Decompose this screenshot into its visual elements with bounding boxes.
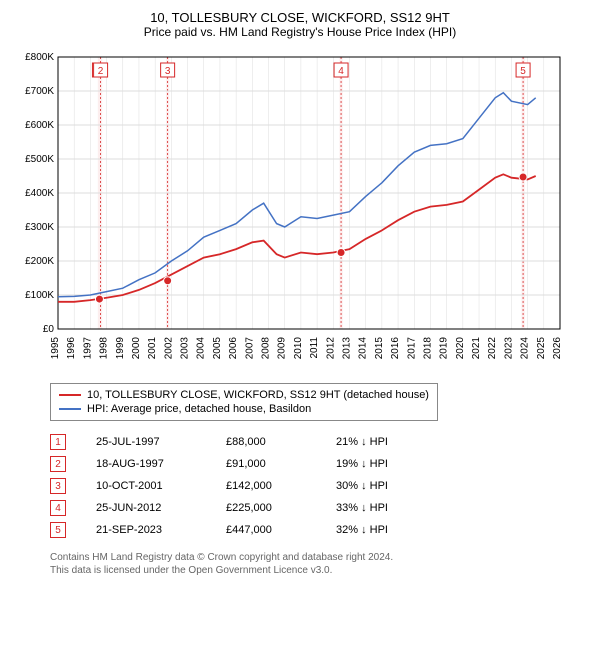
chart-container: £0 £100K £200K £300K £400K £500K £600K £700K £80…	[10, 47, 590, 377]
legend-item: HPI: Average price, detached house, Basi…	[59, 402, 429, 416]
svg-text:3: 3	[165, 66, 171, 77]
transaction-diff: 33% ↓ HPI	[336, 502, 416, 514]
transaction-row: 4 25-JUN-2012 £225,000 33% ↓ HPI	[50, 497, 590, 519]
svg-text:2013: 2013	[341, 337, 352, 360]
svg-text:1999: 1999	[115, 337, 126, 360]
svg-text:1996: 1996	[66, 337, 77, 360]
transaction-diff: 21% ↓ HPI	[336, 436, 416, 448]
svg-text:2021: 2021	[471, 337, 482, 360]
svg-text:2011: 2011	[309, 337, 320, 359]
transaction-diff: 19% ↓ HPI	[336, 458, 416, 470]
legend-label: HPI: Average price, detached house, Basi…	[87, 403, 311, 415]
svg-text:1995: 1995	[50, 337, 61, 360]
transaction-row: 2 18-AUG-1997 £91,000 19% ↓ HPI	[50, 453, 590, 475]
transaction-date: 18-AUG-1997	[96, 458, 196, 470]
transaction-row: 5 21-SEP-2023 £447,000 32% ↓ HPI	[50, 519, 590, 541]
svg-text:2017: 2017	[406, 337, 417, 360]
svg-text:2016: 2016	[390, 337, 401, 360]
transaction-price: £88,000	[226, 436, 306, 448]
svg-text:£100K: £100K	[25, 290, 54, 301]
svg-text:2019: 2019	[439, 337, 450, 360]
transaction-date: 25-JUL-1997	[96, 436, 196, 448]
footnote-line: Contains HM Land Registry data © Crown c…	[50, 551, 590, 564]
transaction-marker: 2	[50, 456, 66, 472]
svg-text:2026: 2026	[552, 337, 563, 360]
legend-swatch	[59, 394, 81, 396]
svg-text:2001: 2001	[147, 337, 158, 360]
transaction-price: £91,000	[226, 458, 306, 470]
svg-text:2014: 2014	[358, 337, 369, 360]
svg-text:2012: 2012	[325, 337, 336, 360]
legend-item: 10, TOLLESBURY CLOSE, WICKFORD, SS12 9HT…	[59, 388, 429, 402]
svg-text:£800K: £800K	[25, 52, 54, 63]
svg-text:2009: 2009	[277, 337, 288, 360]
transaction-marker: 1	[50, 434, 66, 450]
svg-text:2024: 2024	[520, 337, 531, 360]
svg-text:4: 4	[338, 66, 344, 77]
svg-text:2010: 2010	[293, 337, 304, 360]
transaction-marker: 5	[50, 522, 66, 538]
page-subtitle: Price paid vs. HM Land Registry's House …	[10, 25, 590, 39]
svg-text:£300K: £300K	[25, 222, 54, 233]
footnote: Contains HM Land Registry data © Crown c…	[50, 551, 590, 577]
svg-text:2004: 2004	[196, 337, 207, 360]
svg-text:2025: 2025	[536, 337, 547, 360]
legend-label: 10, TOLLESBURY CLOSE, WICKFORD, SS12 9HT…	[87, 389, 429, 401]
transaction-price: £225,000	[226, 502, 306, 514]
svg-text:2006: 2006	[228, 337, 239, 360]
page-title: 10, TOLLESBURY CLOSE, WICKFORD, SS12 9HT	[10, 10, 590, 25]
transaction-date: 21-SEP-2023	[96, 524, 196, 536]
footnote-line: This data is licensed under the Open Gov…	[50, 564, 590, 577]
svg-text:2003: 2003	[180, 337, 191, 360]
transaction-row: 3 10-OCT-2001 £142,000 30% ↓ HPI	[50, 475, 590, 497]
legend-swatch	[59, 408, 81, 410]
svg-text:2005: 2005	[212, 337, 223, 360]
svg-text:2: 2	[98, 66, 104, 77]
svg-text:5: 5	[520, 66, 526, 77]
transaction-diff: 30% ↓ HPI	[336, 480, 416, 492]
svg-text:2008: 2008	[261, 337, 272, 360]
svg-text:2002: 2002	[163, 337, 174, 360]
transaction-date: 25-JUN-2012	[96, 502, 196, 514]
transaction-table: 1 25-JUL-1997 £88,000 21% ↓ HPI 2 18-AUG-1997…	[50, 431, 590, 541]
svg-text:1998: 1998	[99, 337, 110, 360]
svg-text:£700K: £700K	[25, 86, 54, 97]
transaction-price: £142,000	[226, 480, 306, 492]
svg-text:1997: 1997	[82, 337, 93, 360]
svg-text:2023: 2023	[503, 337, 514, 360]
svg-text:2022: 2022	[487, 337, 498, 360]
svg-text:2000: 2000	[131, 337, 142, 360]
svg-text:2015: 2015	[374, 337, 385, 360]
svg-text:£200K: £200K	[25, 256, 54, 267]
svg-text:2020: 2020	[455, 337, 466, 360]
transaction-marker: 3	[50, 478, 66, 494]
transaction-diff: 32% ↓ HPI	[336, 524, 416, 536]
transaction-date: 10-OCT-2001	[96, 480, 196, 492]
svg-text:£600K: £600K	[25, 120, 54, 131]
svg-text:£0: £0	[43, 324, 55, 335]
legend: 10, TOLLESBURY CLOSE, WICKFORD, SS12 9HT…	[50, 383, 438, 421]
price-chart: £0 £100K £200K £300K £400K £500K £600K £700K £80…	[10, 47, 570, 377]
transaction-marker: 4	[50, 500, 66, 516]
svg-text:£400K: £400K	[25, 188, 54, 199]
transaction-price: £447,000	[226, 524, 306, 536]
svg-text:2007: 2007	[244, 337, 255, 360]
svg-text:£500K: £500K	[25, 154, 54, 165]
transaction-row: 1 25-JUL-1997 £88,000 21% ↓ HPI	[50, 431, 590, 453]
svg-text:2018: 2018	[422, 337, 433, 360]
